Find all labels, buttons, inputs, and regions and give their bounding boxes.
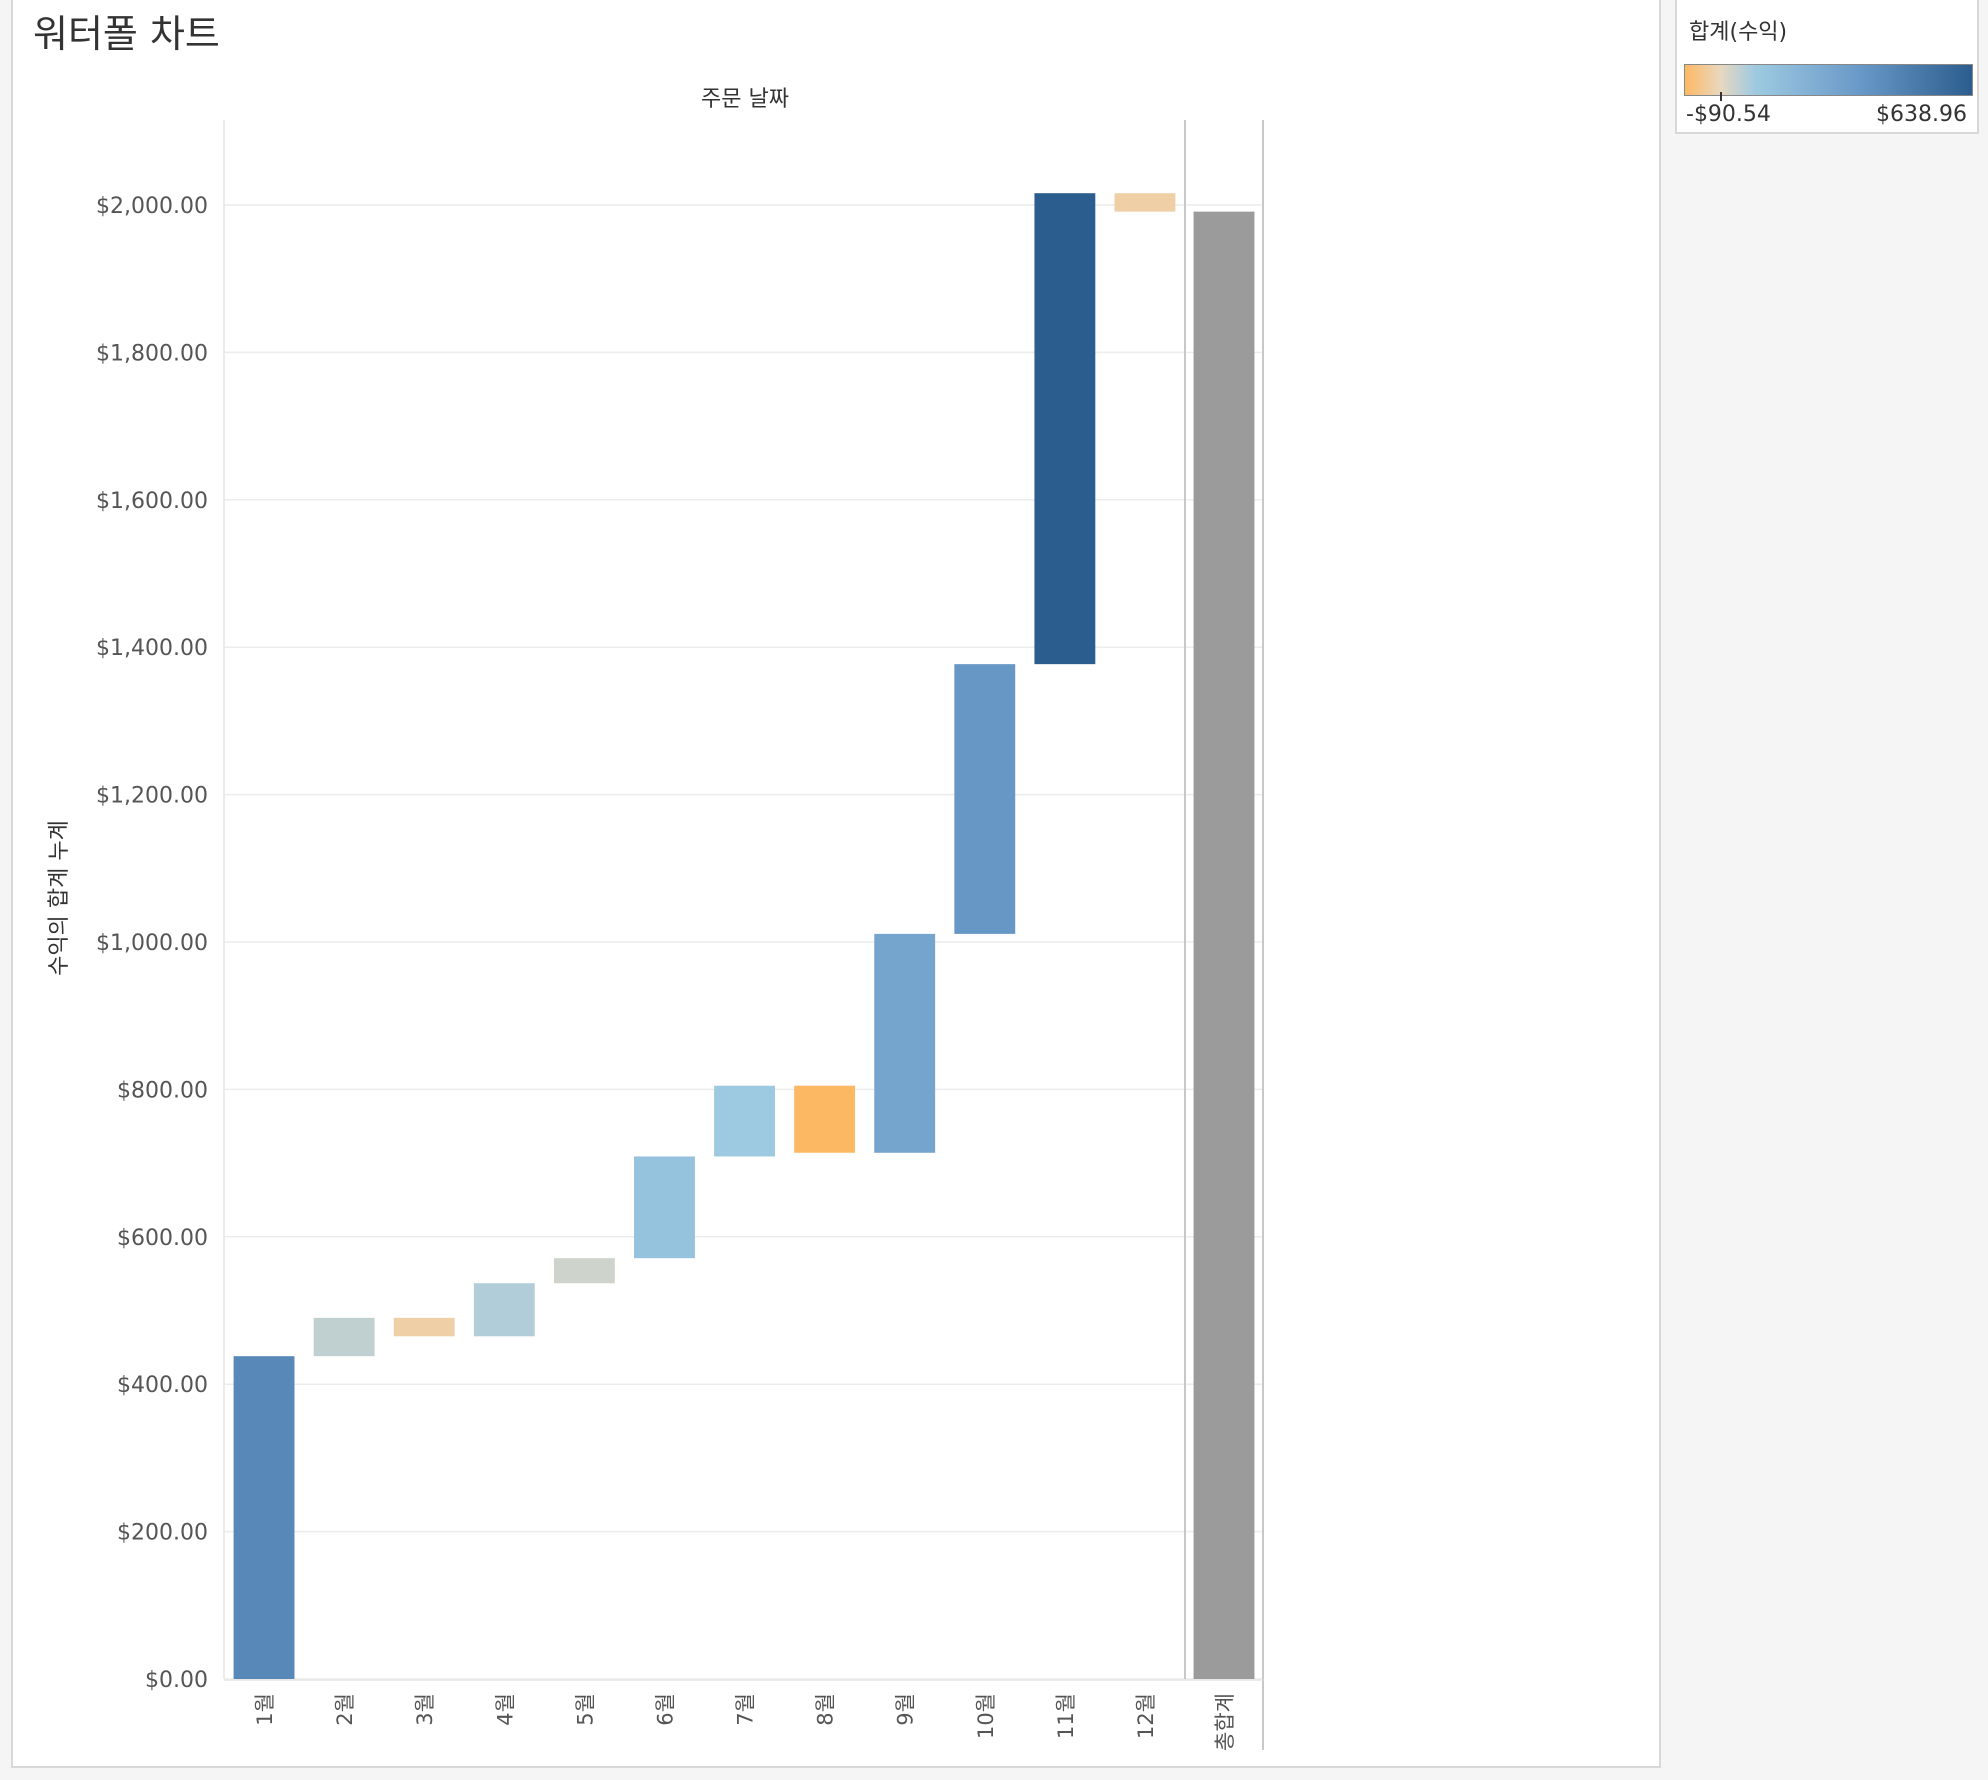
total-tick-label: 총합계 <box>1213 1693 1237 1751</box>
y-tick-label: $1,600.00 <box>96 489 208 514</box>
waterfall-bar <box>474 1283 535 1336</box>
x-tick-label: 9월 <box>894 1693 918 1726</box>
x-tick-label: 7월 <box>734 1693 758 1726</box>
y-tick-label: $400.00 <box>117 1373 208 1398</box>
column-header: 주문 날짜 <box>701 87 789 112</box>
color-legend: 합계(수익) -$90.54 $638.96 <box>1675 0 1979 134</box>
waterfall-bar <box>714 1086 775 1157</box>
y-axis-title: 수익의 합계 누계 <box>47 820 72 976</box>
y-tick-label: $1,800.00 <box>96 341 208 366</box>
y-tick-label: $600.00 <box>117 1226 208 1251</box>
waterfall-bar <box>874 934 935 1153</box>
x-tick-label: 10월 <box>974 1693 998 1739</box>
x-tick-label: 5월 <box>573 1693 597 1726</box>
x-tick-label: 6월 <box>653 1693 677 1726</box>
waterfall-bar <box>394 1318 455 1336</box>
y-tick-label: $1,200.00 <box>96 784 208 809</box>
bars <box>234 193 1255 1679</box>
x-tick-label: 2월 <box>333 1693 357 1726</box>
axes <box>224 120 1263 1750</box>
legend-color-ramp <box>1684 64 1973 96</box>
waterfall-bar <box>1034 193 1095 664</box>
legend-title: 합계(수익) <box>1689 14 1787 46</box>
y-tick-label: $1,400.00 <box>96 636 208 661</box>
x-tick-label: 4월 <box>493 1693 517 1726</box>
grid-lines <box>224 205 1263 1679</box>
y-tick-label: $800.00 <box>117 1078 208 1103</box>
y-tick-label: $200.00 <box>117 1521 208 1546</box>
waterfall-bar <box>794 1086 855 1153</box>
y-tick-label: $1,000.00 <box>96 931 208 956</box>
legend-zero-tick <box>1720 92 1722 101</box>
x-tick-label: 8월 <box>814 1693 838 1726</box>
waterfall-bar <box>554 1258 615 1283</box>
waterfall-bar <box>1115 193 1176 211</box>
total-bar <box>1194 212 1255 1679</box>
x-tick-label: 12월 <box>1134 1693 1158 1739</box>
x-tick-label: 3월 <box>413 1693 437 1726</box>
legend-min-label: -$90.54 <box>1686 102 1771 127</box>
waterfall-bar <box>634 1156 695 1258</box>
waterfall-bar <box>954 664 1015 934</box>
y-tick-label: $2,000.00 <box>96 194 208 219</box>
waterfall-bar <box>314 1318 375 1356</box>
x-tick-label: 1월 <box>253 1693 277 1726</box>
legend-max-label: $638.96 <box>1876 102 1967 127</box>
y-tick-label: $0.00 <box>145 1668 208 1693</box>
waterfall-bar <box>234 1356 295 1679</box>
x-tick-label: 11월 <box>1054 1693 1078 1739</box>
